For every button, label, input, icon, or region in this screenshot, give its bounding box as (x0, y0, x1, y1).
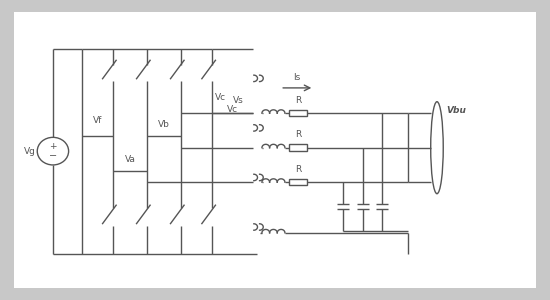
Text: Vf: Vf (92, 116, 102, 125)
Text: Vc: Vc (215, 93, 226, 102)
Text: −: − (49, 151, 57, 161)
Text: Vg: Vg (24, 147, 35, 156)
Bar (289, 145, 307, 151)
Text: Vbu: Vbu (446, 106, 466, 116)
Text: Vb: Vb (158, 120, 170, 129)
Text: R: R (295, 96, 301, 105)
Text: Va: Va (124, 155, 135, 164)
Text: R: R (295, 165, 301, 174)
Text: Is: Is (294, 74, 301, 82)
Bar (289, 110, 307, 116)
Text: Vs: Vs (233, 96, 244, 105)
Text: Vc: Vc (227, 105, 239, 114)
Bar (289, 179, 307, 185)
Text: R: R (295, 130, 301, 140)
Text: +: + (49, 142, 57, 151)
